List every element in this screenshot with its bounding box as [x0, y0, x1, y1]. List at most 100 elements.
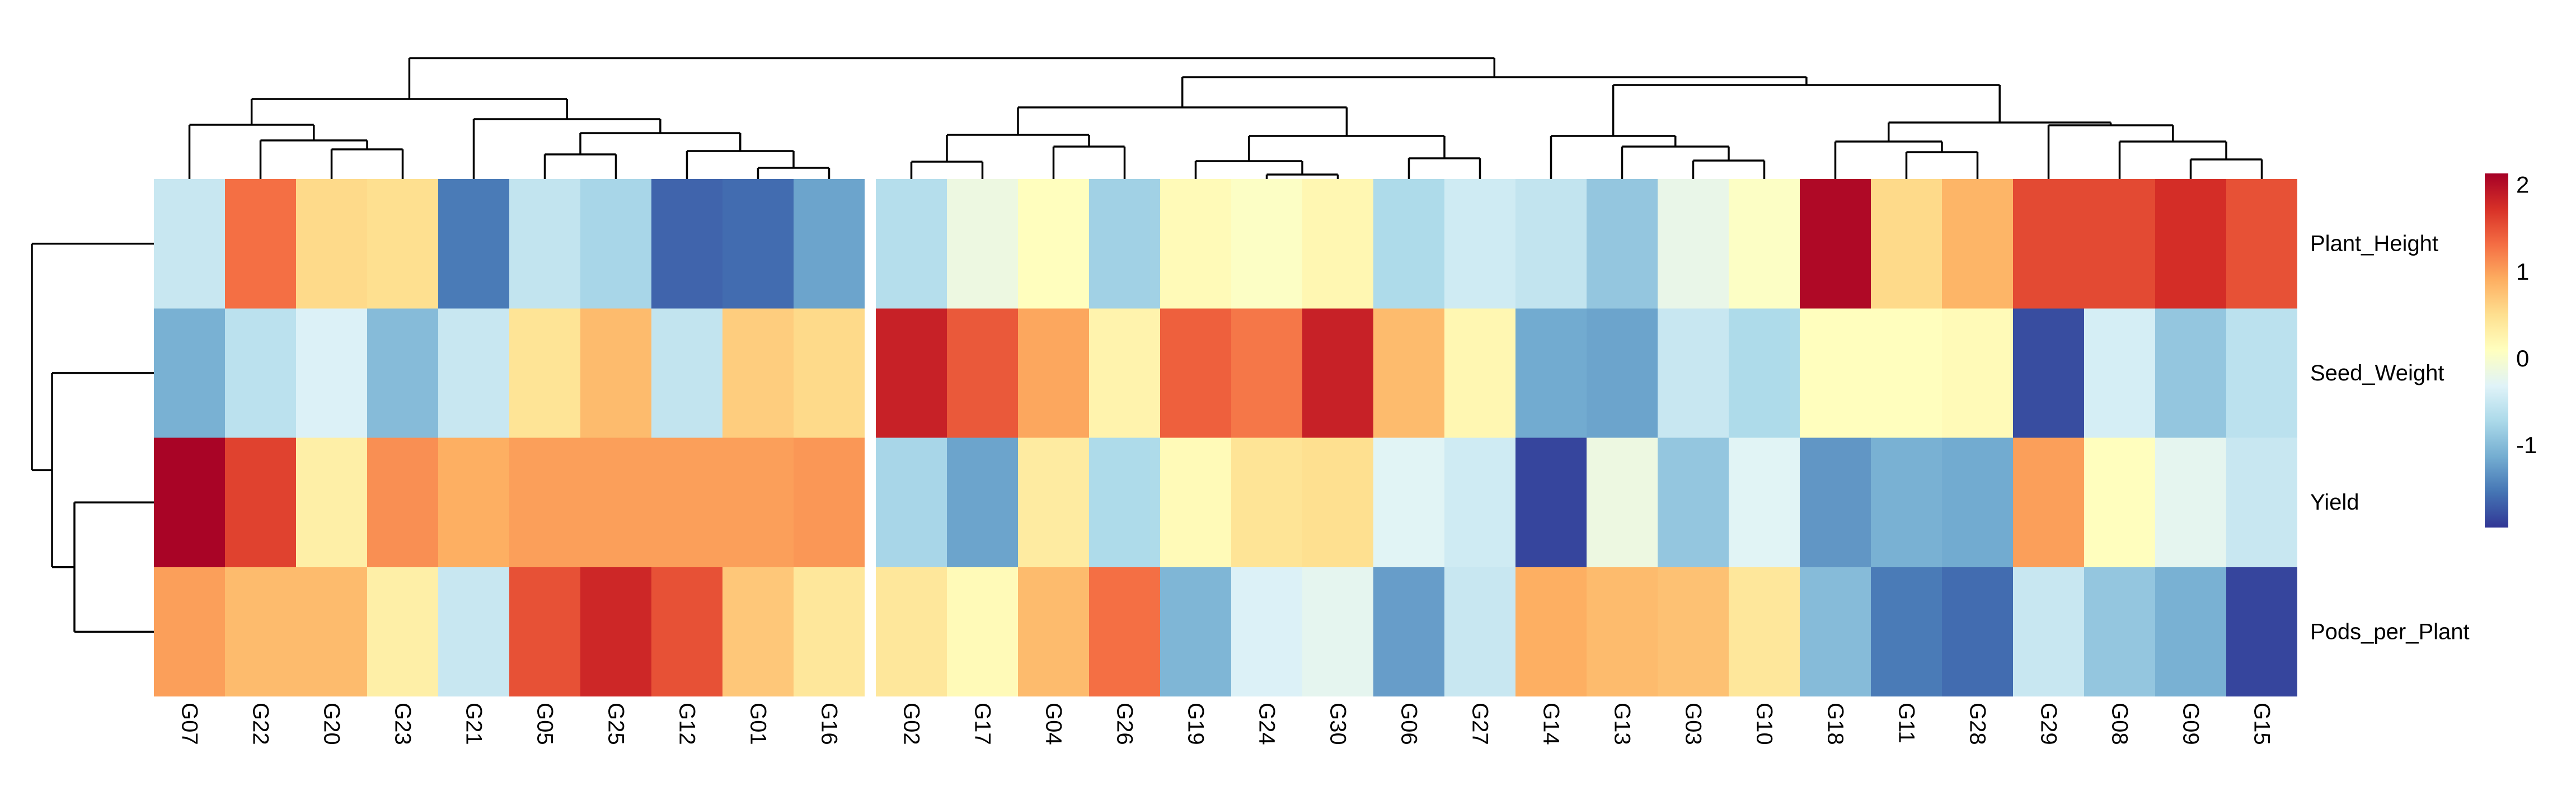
- legend-gradient-bar: [2485, 173, 2508, 528]
- heatmap-cell: [794, 179, 865, 309]
- heatmap-cell: [947, 567, 1018, 696]
- heatmap-cell: [2155, 567, 2226, 696]
- heatmap-cell: [1160, 567, 1231, 696]
- heatmap-cell: [1373, 179, 1444, 309]
- heatmap-cell: [367, 179, 438, 309]
- heatmap-cell: [947, 437, 1018, 567]
- heatmap-cell: [1089, 308, 1160, 438]
- heatmap-cell: [1089, 437, 1160, 567]
- column-label: G30: [1326, 703, 1350, 745]
- heatmap-cell: [1942, 567, 2013, 696]
- row-label: Pods_per_Plant: [2310, 619, 2470, 644]
- row-labels: Plant_Height Seed_Weight Yield Pods_per_Pla…: [2310, 232, 2470, 644]
- heatmap-cell: [225, 308, 296, 438]
- heatmap-cell: [225, 567, 296, 696]
- column-label: G06: [1397, 703, 1421, 745]
- column-labels: G07 G22 G20 G23 G21 G05 G25 G12 G01 G16 G02 G17 G04 G…: [177, 703, 2274, 745]
- heatmap-cell: [1658, 567, 1729, 696]
- heatmap-cell: [2226, 567, 2297, 696]
- column-dendrogram: [188, 57, 2263, 179]
- heatmap-cell: [438, 567, 509, 696]
- heatmap-cell: [2084, 179, 2155, 309]
- column-label: G20: [320, 703, 344, 745]
- column-label: G15: [2250, 703, 2274, 745]
- heatmap-cell: [1658, 437, 1729, 567]
- heatmap-cell: [1231, 437, 1302, 567]
- heatmap-cell: [1231, 567, 1302, 696]
- heatmap-cell: [2155, 179, 2226, 309]
- column-label: G22: [248, 703, 273, 745]
- heatmap-cell: [1942, 179, 2013, 309]
- heatmap-cell: [876, 437, 947, 567]
- heatmap-cell: [876, 308, 947, 438]
- column-label: G28: [1965, 703, 1990, 745]
- column-label: G18: [1823, 703, 1848, 745]
- heatmap-cell: [651, 437, 722, 567]
- heatmap-cell: [794, 567, 865, 696]
- heatmap-cell: [722, 567, 794, 696]
- column-label: G09: [2179, 703, 2203, 745]
- column-label: G26: [1113, 703, 1137, 745]
- heatmap-cell: [1302, 308, 1373, 438]
- heatmap-cell: [1515, 179, 1587, 309]
- row-label: Plant_Height: [2310, 232, 2438, 256]
- heatmap-cell: [1587, 437, 1658, 567]
- heatmap-cell: [580, 308, 651, 438]
- column-label: G04: [1041, 703, 1066, 745]
- heatmap-cell: [2013, 308, 2084, 438]
- heatmap-cell: [1089, 567, 1160, 696]
- heatmap-cell: [580, 437, 651, 567]
- heatmap-cell: [225, 179, 296, 309]
- heatmap-cell: [1160, 179, 1231, 309]
- heatmap-cell: [1800, 179, 1871, 309]
- legend-tick-label: -1: [2516, 432, 2537, 458]
- heatmap-cell: [438, 308, 509, 438]
- heatmap-cell: [1018, 437, 1089, 567]
- heatmap-cell: [1587, 179, 1658, 309]
- heatmap-cell: [580, 179, 651, 309]
- heatmap-cell: [1871, 567, 1942, 696]
- heatmap-cell: [1302, 437, 1373, 567]
- column-label: G08: [2108, 703, 2132, 745]
- heatmap-cell: [296, 179, 367, 309]
- heatmap-cell: [722, 179, 794, 309]
- column-label: G19: [1184, 703, 1208, 745]
- heatmap-cell: [509, 308, 580, 438]
- heatmap-cell: [1231, 179, 1302, 309]
- heatmap-cell: [2084, 437, 2155, 567]
- heatmap-cell: [1018, 567, 1089, 696]
- heatmap-cell: [1373, 567, 1444, 696]
- heatmap-cell: [1231, 308, 1302, 438]
- heatmap-cell: [1444, 437, 1515, 567]
- column-label: G01: [746, 703, 771, 745]
- heatmap-cell: [1515, 437, 1587, 567]
- heatmap-cell: [225, 437, 296, 567]
- row-label: Yield: [2310, 490, 2359, 515]
- heatmap-cell: [1729, 179, 1800, 309]
- heatmap-cell: [1871, 179, 1942, 309]
- heatmap-cell: [794, 308, 865, 438]
- heatmap-cell: [2226, 179, 2297, 309]
- heatmap-cell: [722, 308, 794, 438]
- heatmap-cell: [154, 437, 225, 567]
- heatmap-cell: [296, 437, 367, 567]
- column-label: G27: [1468, 703, 1493, 745]
- heatmap-cell: [2226, 437, 2297, 567]
- legend-tick-label: 1: [2516, 258, 2529, 285]
- column-label: G12: [675, 703, 700, 745]
- heatmap-cell: [509, 179, 580, 309]
- heatmap-cell: [1729, 567, 1800, 696]
- heatmap-cell: [1658, 308, 1729, 438]
- heatmap-cell: [2013, 179, 2084, 309]
- column-label: G29: [2037, 703, 2061, 745]
- heatmap-cell: [1302, 179, 1373, 309]
- heatmap-cell: [1871, 437, 1942, 567]
- heatmap-cell: [2226, 308, 2297, 438]
- heatmap-cell: [367, 308, 438, 438]
- heatmap-cell: [580, 567, 651, 696]
- heatmap-cell: [509, 567, 580, 696]
- heatmap-cell: [876, 179, 947, 309]
- heatmap-cell: [794, 437, 865, 567]
- heatmap-cell: [154, 179, 225, 309]
